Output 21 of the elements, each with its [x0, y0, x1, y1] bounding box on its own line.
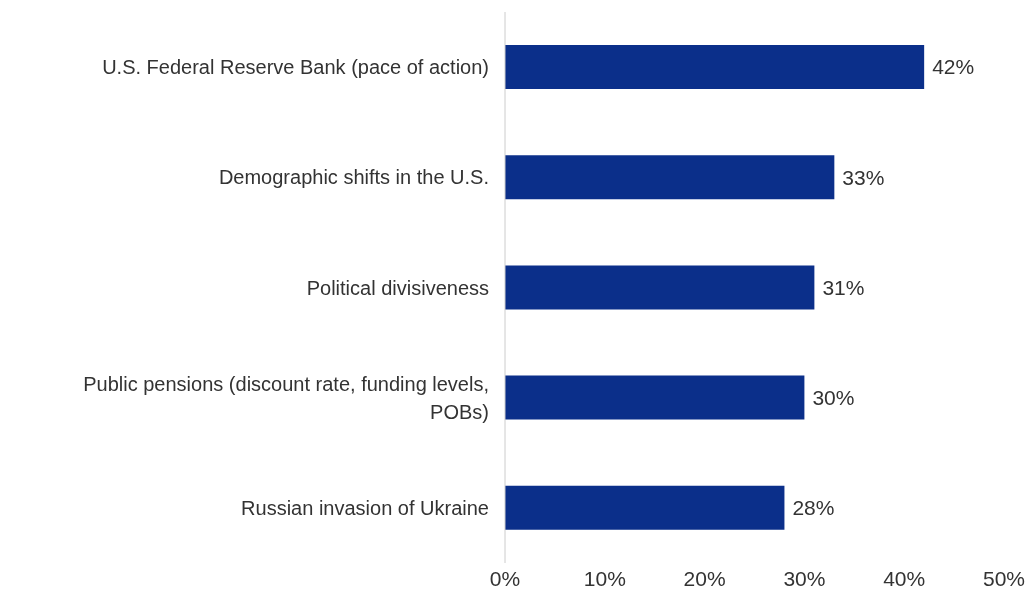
data-label: 33%: [842, 165, 885, 189]
y-tick-label: Political divisiveness: [306, 276, 489, 299]
data-label: 31%: [822, 275, 865, 299]
x-tick-label: 40%: [883, 566, 926, 590]
x-tick-label: 20%: [683, 566, 726, 590]
x-tick-label: 10%: [583, 566, 626, 590]
x-tick-label: 0%: [489, 566, 521, 590]
data-label: 30%: [812, 386, 855, 410]
data-label: 42%: [932, 55, 975, 79]
bar: [505, 375, 805, 420]
bar: [505, 265, 815, 310]
y-tick-label: Demographic shifts in the U.S.: [218, 166, 489, 189]
y-tick-label: U.S. Federal Reserve Bank (pace of action): [102, 56, 489, 79]
y-tick-label: Public pensions (discount rate, funding levels, POBs): [83, 372, 489, 423]
x-tick-label: 50%: [982, 566, 1026, 590]
bar: [505, 155, 835, 200]
bar: [505, 45, 925, 89]
data-label: 28%: [792, 496, 835, 520]
y-tick-label: Russian invasion of Ukraine: [241, 496, 489, 519]
bar: [505, 485, 785, 530]
x-tick-label: 30%: [783, 566, 826, 590]
